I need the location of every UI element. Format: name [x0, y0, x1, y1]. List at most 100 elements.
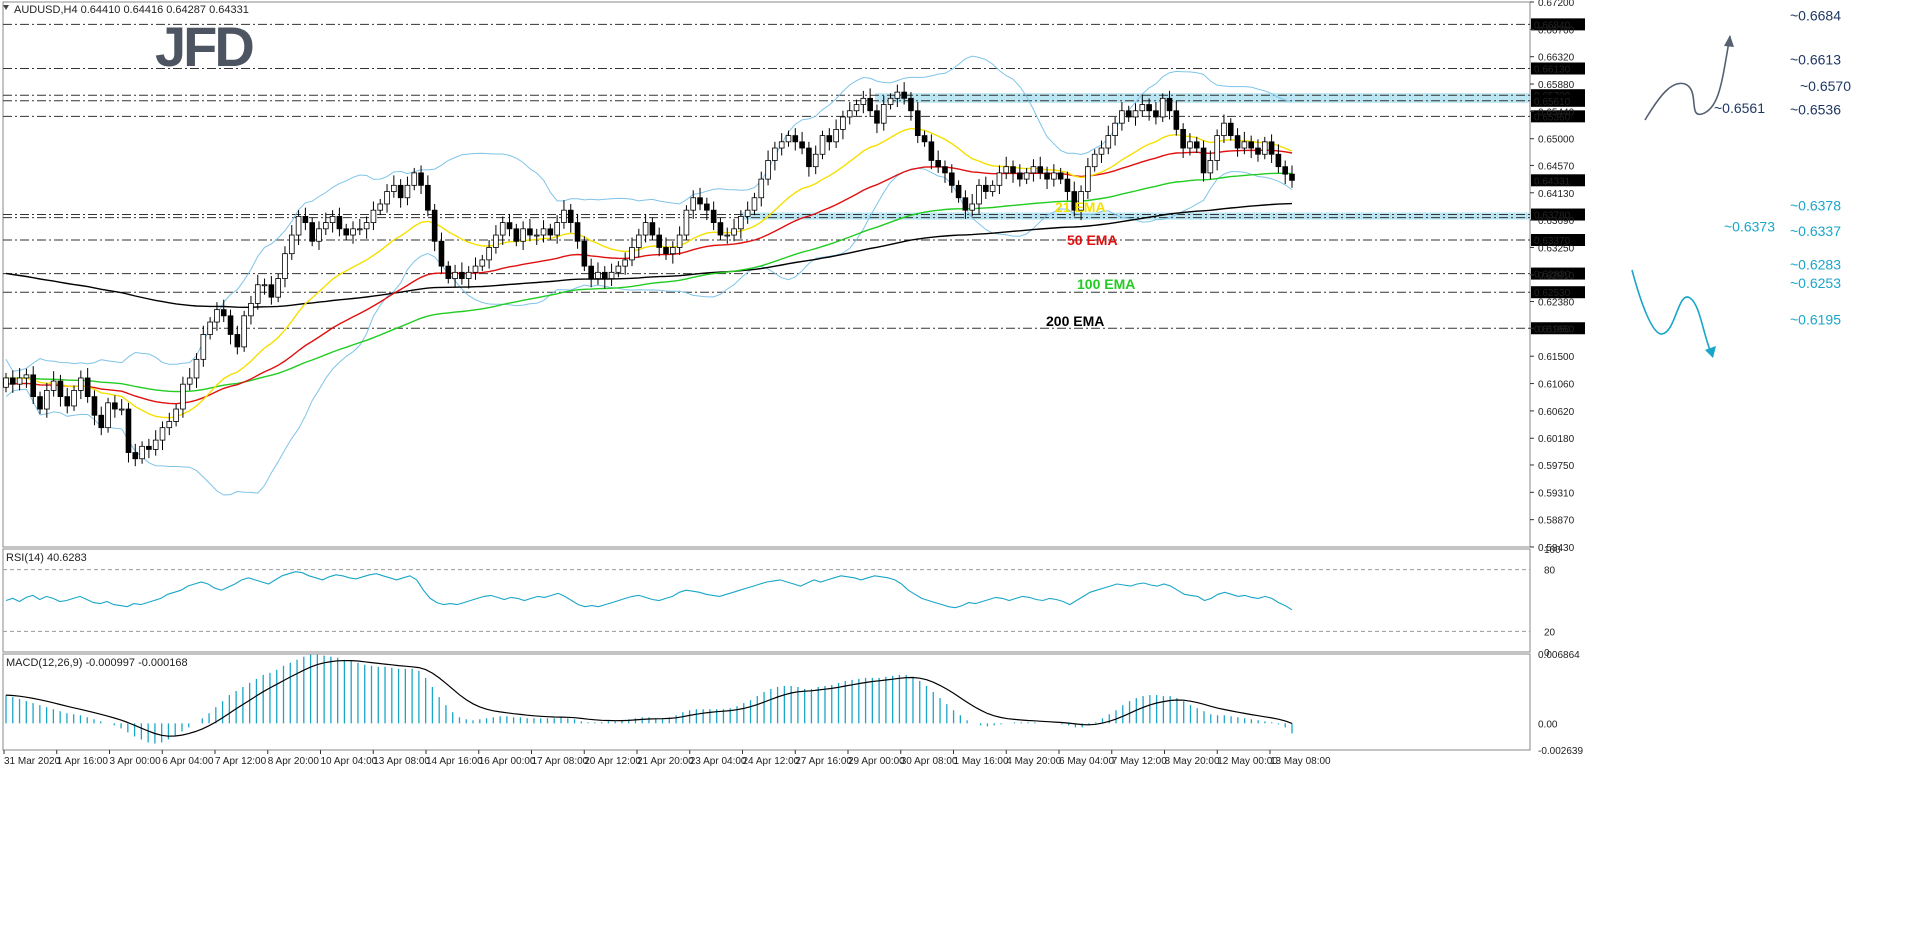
candle-body [1241, 141, 1248, 149]
candle-body [683, 209, 690, 236]
candle-body [554, 222, 560, 236]
candle-body [1173, 110, 1180, 130]
bollinger-upper [5, 55, 1293, 372]
candle-body [656, 234, 663, 248]
macd-pane: MACD(12,26,9) -0.000997 -0.000168 0.00686… [5, 650, 1583, 757]
candle-body [996, 172, 1003, 186]
zone-0 [875, 93, 1530, 103]
level-label-2: ~0.6570 [1800, 78, 1851, 94]
y-tick-label-13: 0.61500 [1538, 352, 1575, 363]
macd-pane-frame [2, 653, 1531, 751]
candle-body [391, 184, 397, 192]
candle-body [901, 91, 907, 99]
candle-body [44, 389, 50, 410]
candle-body [676, 234, 683, 248]
candle-body [220, 309, 227, 317]
candle-body [357, 228, 363, 231]
candle-body [241, 315, 247, 348]
candle-body [227, 315, 234, 335]
candle-body [105, 402, 111, 429]
candle-body [336, 215, 343, 230]
x-tick-label-23: 12 May 00:00 [1217, 756, 1278, 767]
macd-tick-2: -0.002639 [1538, 746, 1583, 757]
candle-body [608, 271, 615, 279]
candle-body [969, 203, 976, 211]
candle-body [567, 209, 574, 224]
candle-body [234, 334, 241, 348]
candle-body [1234, 135, 1241, 149]
x-tick-label-7: 13 Apr 08:00 [373, 756, 430, 767]
candle-body [1248, 141, 1254, 149]
candle-body [214, 309, 220, 323]
level-label-3: ~0.6561 [1714, 100, 1765, 116]
candle-body [186, 377, 193, 385]
candle-body [704, 203, 710, 211]
ema-label-1: 50 EMA [1067, 232, 1118, 248]
candles [3, 82, 1295, 467]
candle-body [744, 209, 751, 217]
candle-body [724, 234, 731, 237]
y-tick-label-3: 0.65880 [1538, 80, 1575, 91]
candle-body [1091, 153, 1098, 168]
candle-body [452, 271, 458, 279]
candle-body [1071, 191, 1078, 211]
candle-body [1064, 178, 1071, 192]
price-box-bg-8 [1531, 267, 1585, 280]
y-tick-label-2: 0.66320 [1538, 53, 1575, 64]
rsi-pane-frame [2, 548, 1531, 653]
x-tick-label-11: 20 Apr 12:00 [584, 756, 641, 767]
candle-body [132, 452, 139, 460]
candle-body [180, 383, 186, 410]
candle-body [1044, 172, 1050, 180]
candle-body [377, 203, 384, 211]
level-label-6: ~0.6373 [1724, 219, 1775, 235]
candle-body [629, 247, 635, 261]
candle-body [98, 414, 105, 429]
candle-body [588, 265, 594, 279]
candle-body [962, 197, 969, 211]
price-box-bg-7 [1531, 234, 1585, 247]
candle-body [261, 284, 268, 287]
candle-body [663, 247, 669, 255]
price-box-7: 0.63370 [1534, 236, 1571, 247]
ema-labels: 21 EMA 50 EMA 100 EMA 200 EMA [1046, 199, 1135, 329]
bullish-arrow-head-icon [1724, 35, 1734, 47]
candle-body [200, 334, 207, 360]
y-tick-label-17: 0.59750 [1538, 461, 1575, 472]
macd-tick-0: 0.006864 [1538, 650, 1580, 661]
candle-body [193, 358, 200, 379]
collapse-triangle-icon[interactable] [3, 5, 9, 10]
candle-body [343, 228, 350, 236]
candle-body [1112, 122, 1118, 137]
candle-body [1105, 135, 1112, 149]
candle-body [322, 222, 329, 230]
candle-body [479, 259, 486, 267]
candle-body [1037, 166, 1044, 174]
candle-body [833, 128, 839, 143]
candle-body [139, 445, 145, 460]
candle-body [561, 209, 567, 224]
candle-body [207, 321, 213, 335]
candle-body [146, 445, 152, 450]
x-tick-label-20: 6 May 04:00 [1059, 756, 1114, 767]
candle-body [874, 110, 880, 124]
rsi-tick-2: 20 [1544, 627, 1556, 638]
price-box-bg-1 [1531, 62, 1585, 75]
candle-body [867, 97, 873, 112]
candle-body [914, 110, 921, 137]
candle-body [152, 439, 159, 450]
price-box-bg-5 [1531, 208, 1585, 221]
candle-body [520, 228, 526, 242]
ema-label-3: 200 EMA [1046, 313, 1104, 329]
price-axis[interactable]: 0.668400.661300.657000.656100.653600.637… [1530, 0, 1585, 554]
y-tick-label-4: 0.65440 [1538, 107, 1575, 118]
candle-body [853, 104, 860, 112]
candle-body [935, 160, 941, 168]
level-labels: ~0.6684 ~0.6613 ~0.6570 ~0.6561 ~0.6536 ~0.63… [1714, 7, 1851, 327]
candle-body [1153, 110, 1159, 118]
candle-body [350, 228, 356, 236]
candle-body [751, 197, 758, 211]
